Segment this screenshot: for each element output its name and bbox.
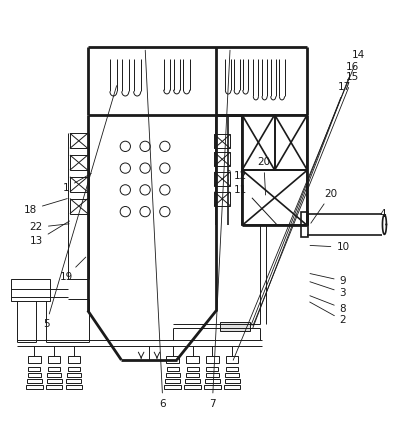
Text: 11: 11 bbox=[228, 180, 247, 195]
Text: 17: 17 bbox=[251, 82, 351, 325]
Bar bbox=[47, 373, 61, 377]
Bar bbox=[48, 356, 60, 363]
Text: 7: 7 bbox=[209, 50, 230, 409]
Bar bbox=[204, 384, 221, 389]
Text: 20: 20 bbox=[311, 189, 337, 223]
Text: 19: 19 bbox=[59, 257, 86, 282]
Text: 1: 1 bbox=[63, 173, 91, 193]
Bar bbox=[205, 379, 220, 384]
Bar bbox=[186, 356, 199, 363]
Text: 10: 10 bbox=[310, 242, 349, 252]
Bar bbox=[220, 322, 250, 331]
Bar bbox=[164, 384, 181, 389]
Text: 5: 5 bbox=[43, 86, 117, 329]
Bar bbox=[66, 379, 81, 384]
Bar bbox=[46, 384, 62, 389]
Bar bbox=[206, 373, 219, 377]
Bar bbox=[28, 373, 41, 377]
Text: 20: 20 bbox=[257, 157, 270, 195]
Bar bbox=[70, 133, 88, 148]
Text: 6: 6 bbox=[145, 50, 166, 409]
Text: 8: 8 bbox=[310, 296, 346, 313]
Text: 2: 2 bbox=[310, 302, 346, 325]
Text: 22: 22 bbox=[30, 223, 69, 232]
Bar bbox=[214, 192, 230, 206]
Bar bbox=[68, 367, 80, 371]
Bar bbox=[206, 356, 219, 363]
Bar bbox=[242, 115, 275, 170]
Bar bbox=[67, 373, 81, 377]
Bar bbox=[214, 135, 230, 148]
Bar bbox=[166, 373, 179, 377]
Bar bbox=[206, 367, 218, 371]
Bar bbox=[184, 384, 201, 389]
Text: 3: 3 bbox=[310, 282, 346, 298]
Bar bbox=[186, 373, 199, 377]
Bar bbox=[214, 152, 230, 166]
Bar bbox=[165, 379, 180, 384]
Text: 18: 18 bbox=[24, 198, 67, 215]
Bar bbox=[28, 356, 40, 363]
Bar bbox=[67, 356, 80, 363]
Bar bbox=[185, 379, 200, 384]
Bar bbox=[226, 356, 239, 363]
Bar bbox=[167, 367, 179, 371]
Bar bbox=[275, 115, 307, 170]
Text: 4: 4 bbox=[379, 209, 386, 224]
Bar bbox=[226, 367, 238, 371]
Bar bbox=[11, 279, 50, 301]
Bar bbox=[70, 177, 88, 192]
Bar bbox=[187, 367, 198, 371]
Bar bbox=[27, 379, 42, 384]
Bar bbox=[225, 379, 240, 384]
Text: 16: 16 bbox=[253, 62, 359, 328]
Text: 9: 9 bbox=[310, 274, 346, 286]
Text: 15: 15 bbox=[253, 72, 359, 326]
Bar bbox=[214, 172, 230, 186]
Bar bbox=[301, 211, 308, 237]
Bar bbox=[48, 367, 60, 371]
Bar bbox=[26, 384, 42, 389]
Bar bbox=[29, 367, 40, 371]
Bar bbox=[225, 373, 239, 377]
Bar bbox=[166, 356, 179, 363]
Text: 12: 12 bbox=[228, 170, 247, 181]
Text: 13: 13 bbox=[30, 221, 69, 246]
Bar bbox=[242, 170, 307, 225]
Bar bbox=[224, 384, 241, 389]
Bar bbox=[70, 198, 88, 214]
Bar bbox=[66, 384, 82, 389]
Bar bbox=[46, 379, 62, 384]
Bar bbox=[70, 155, 88, 170]
Text: 14: 14 bbox=[233, 51, 365, 360]
